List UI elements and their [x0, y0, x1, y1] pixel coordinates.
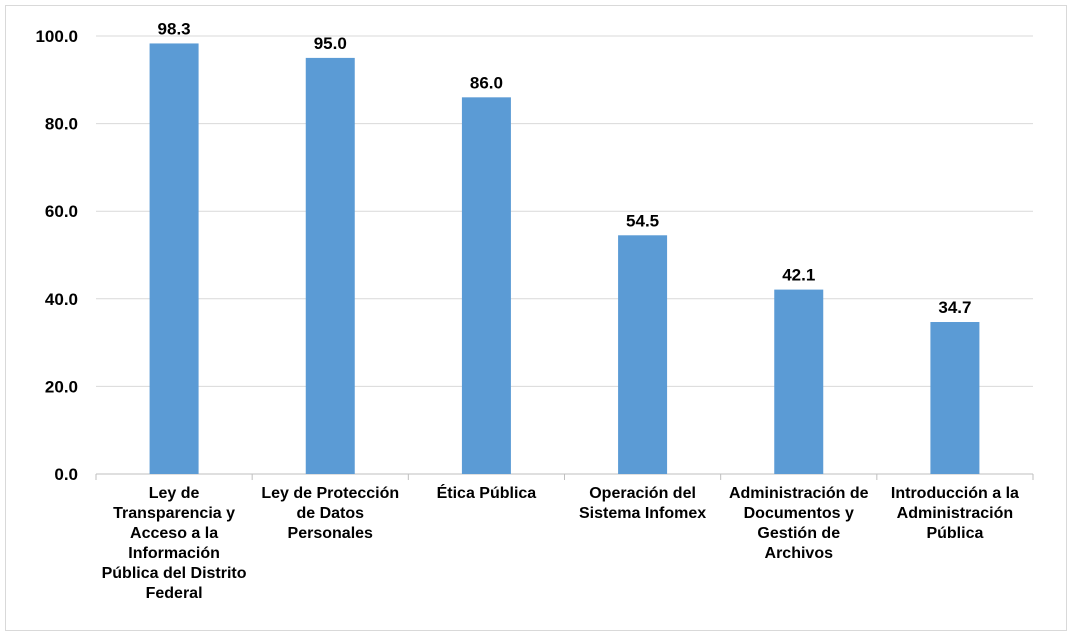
x-category-label: Administración de Documentos y Gestión d…	[728, 485, 869, 562]
x-category-label: Operación del Sistema Infomex	[579, 485, 707, 522]
x-category-label: Ley de Protección de Datos Personales	[261, 485, 400, 542]
x-category-label: Ética Pública	[436, 485, 537, 502]
data-label: 42.1	[782, 266, 815, 285]
bar	[149, 43, 199, 475]
x-category-label: Introducción a la Administración Pública	[890, 485, 1019, 542]
bar	[461, 97, 511, 474]
y-tick-label: 80.0	[45, 115, 78, 134]
bar	[618, 235, 668, 474]
data-label: 98.3	[158, 19, 191, 38]
data-label: 54.5	[626, 211, 659, 230]
bar	[930, 322, 980, 474]
bar	[305, 57, 355, 475]
data-label: 86.0	[470, 73, 503, 92]
y-tick-label: 40.0	[45, 290, 78, 309]
data-label: 95.0	[314, 34, 347, 53]
y-tick-label: 100.0	[35, 27, 78, 46]
x-category-label: Ley de Transparencia y Acceso a la Infor…	[101, 485, 247, 602]
data-label: 34.7	[938, 298, 971, 317]
y-tick-label: 20.0	[45, 377, 78, 396]
y-tick-label: 0.0	[54, 465, 78, 484]
bar	[774, 289, 824, 474]
y-tick-label: 60.0	[45, 202, 78, 221]
